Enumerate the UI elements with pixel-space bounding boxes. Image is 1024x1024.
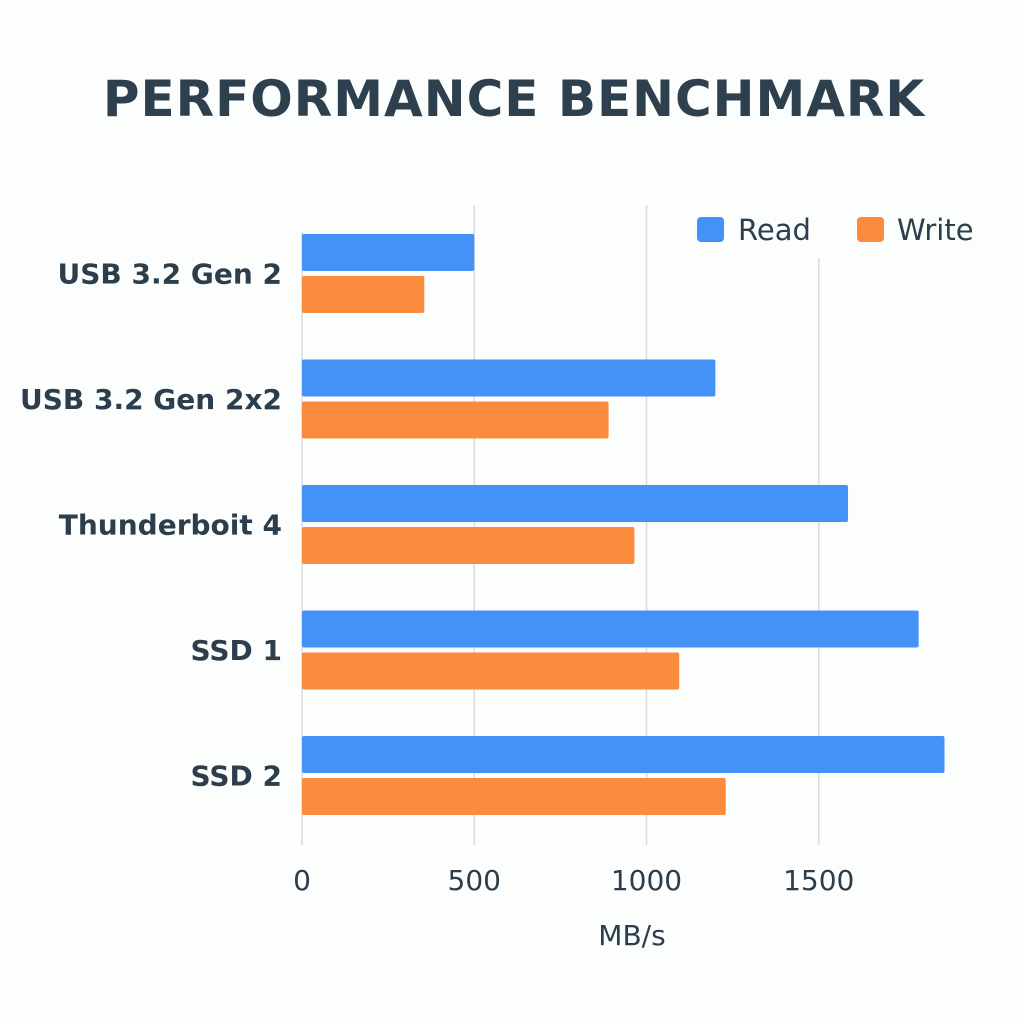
bar-read-1 xyxy=(302,359,716,397)
category-labels: USB 3.2 Gen 2 USB 3.2 Gen 2x2 Thunderboit … xyxy=(20,258,282,793)
bar-read-2 xyxy=(302,485,849,522)
x-tick-label-1000: 1000 xyxy=(611,864,682,897)
x-tick-labels: 0 500 1000 1500 xyxy=(293,864,854,897)
legend: Read Write xyxy=(697,213,974,247)
bar-write-2 xyxy=(302,527,635,564)
category-label-1: USB 3.2 Gen 2x2 xyxy=(20,383,282,416)
x-tick-label-1500: 1500 xyxy=(783,864,854,897)
x-tick-label-0: 0 xyxy=(293,864,311,897)
legend-swatch-write xyxy=(857,217,884,242)
bar-write-1 xyxy=(302,401,609,439)
legend-label-read: Read xyxy=(738,213,811,247)
category-label-4: SSD 2 xyxy=(190,760,282,793)
x-tick-label-500: 500 xyxy=(448,864,501,897)
x-axis-title: MB/s xyxy=(598,919,665,952)
category-label-2: Thunderboit 4 xyxy=(59,509,282,542)
bar-read-3 xyxy=(302,610,919,648)
bars xyxy=(302,234,945,815)
bar-read-0 xyxy=(302,234,475,271)
bar-write-0 xyxy=(302,276,425,313)
chart-title: PERFORMANCE BENCHMARK xyxy=(103,70,927,128)
legend-swatch-read xyxy=(697,217,724,242)
category-label-0: USB 3.2 Gen 2 xyxy=(58,258,282,291)
bar-read-4 xyxy=(302,736,945,773)
category-label-3: SSD 1 xyxy=(190,634,282,667)
bar-write-4 xyxy=(302,778,726,815)
legend-label-write: Write xyxy=(897,213,974,247)
bar-write-3 xyxy=(302,652,680,690)
